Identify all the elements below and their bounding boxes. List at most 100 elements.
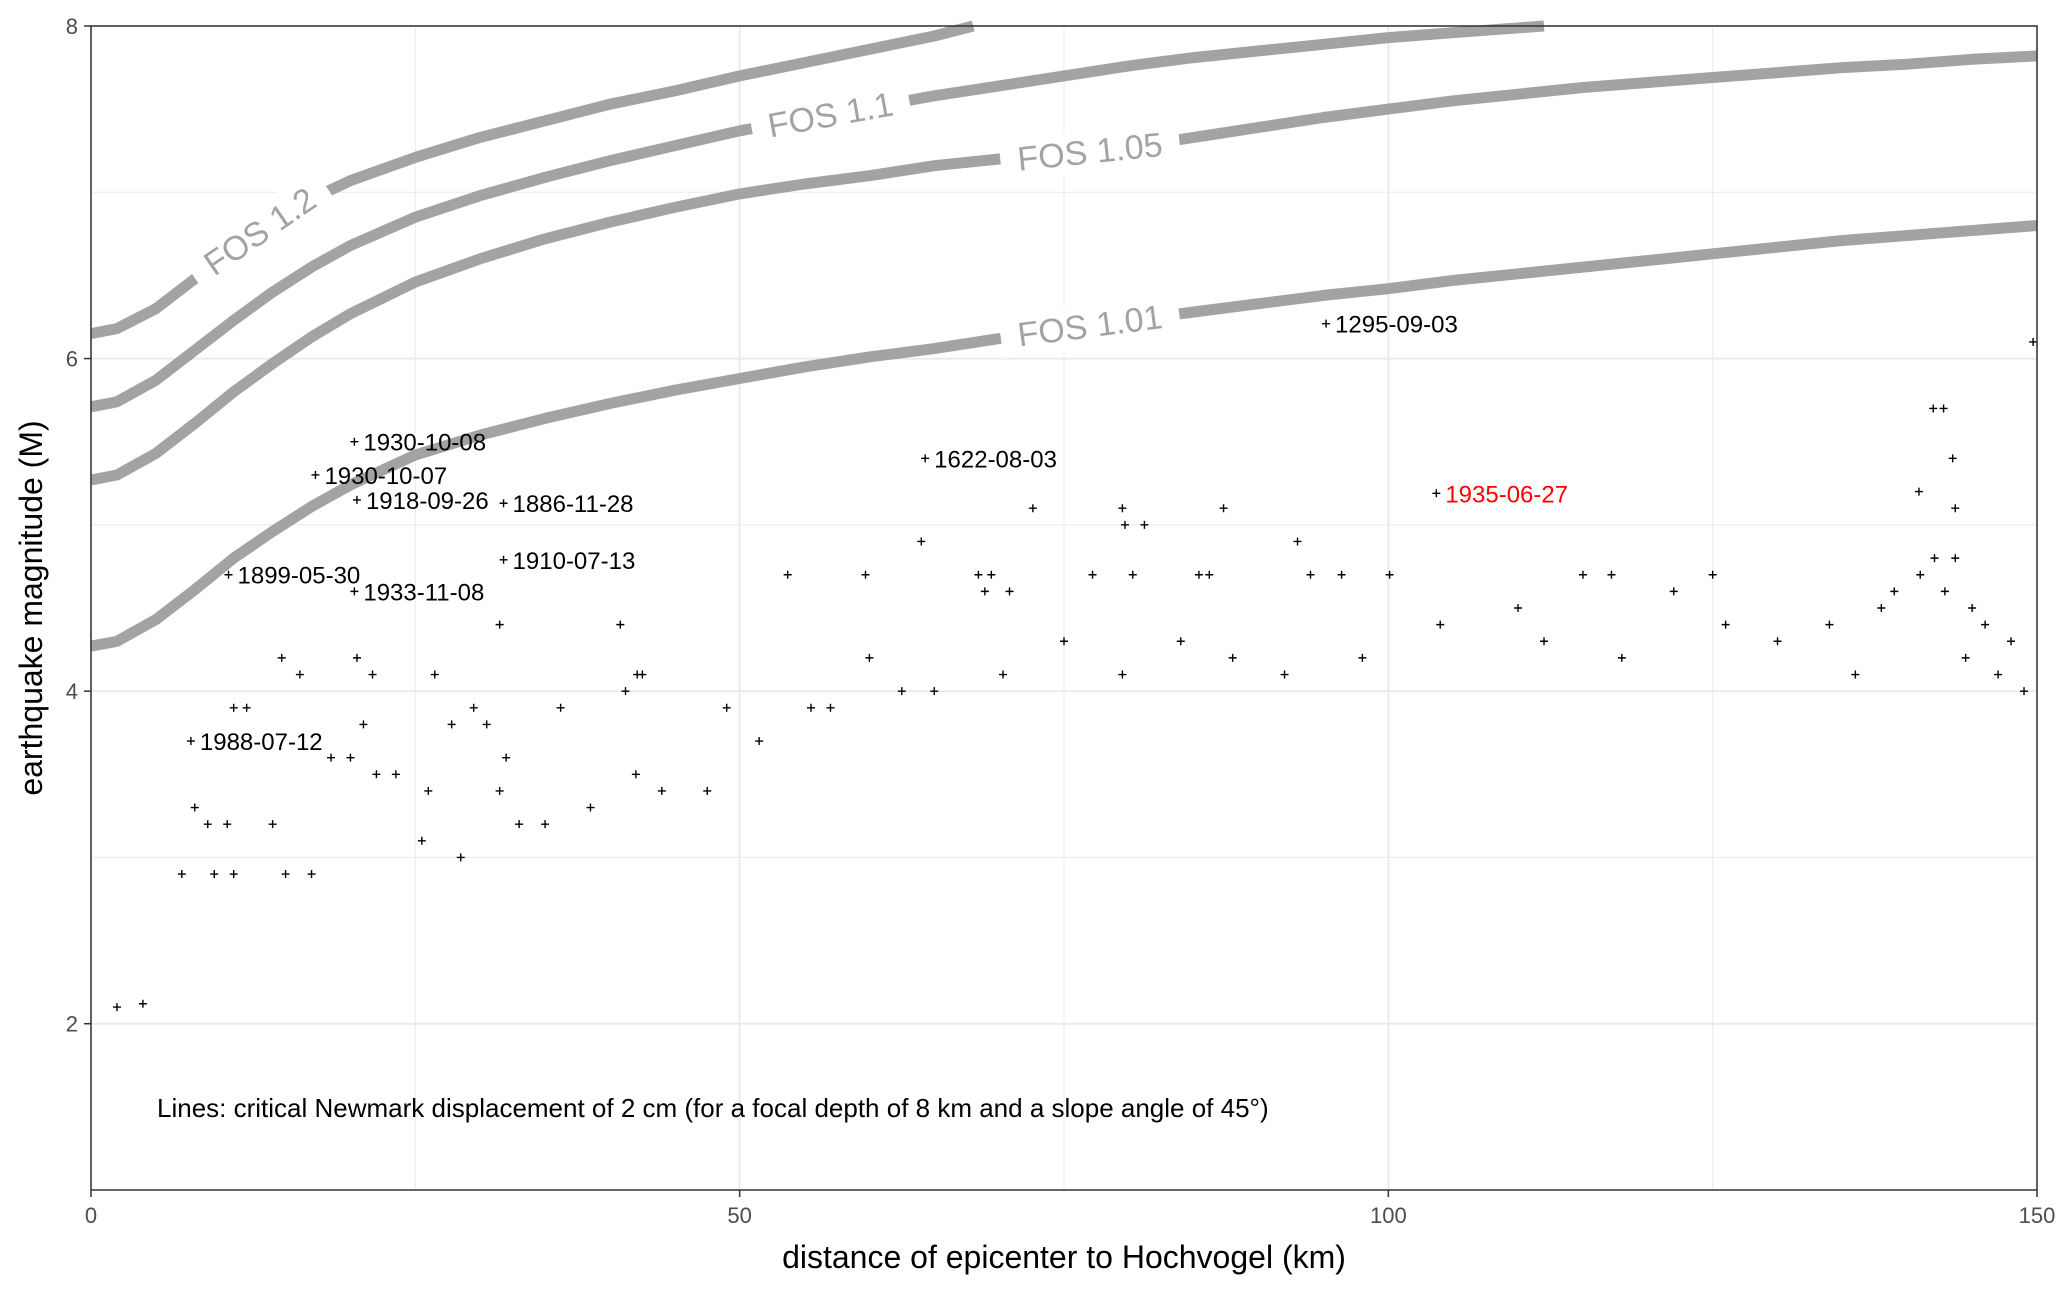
data-point (1607, 570, 1616, 579)
data-point (638, 670, 647, 679)
event-label: 1295-09-03 (1335, 312, 1458, 339)
data-point (1140, 520, 1149, 529)
data-point (1948, 454, 1957, 463)
event-label: 1910-07-13 (513, 548, 636, 575)
data-point (229, 870, 238, 879)
data-point (430, 670, 439, 679)
data-point (755, 737, 764, 746)
data-point (482, 720, 491, 729)
data-point (268, 820, 277, 829)
data-point (1825, 620, 1834, 629)
y-tick-label: 2 (66, 1012, 78, 1037)
y-tick-label: 6 (66, 347, 78, 372)
data-point (1432, 489, 1441, 498)
data-point (1128, 570, 1137, 579)
data-point (921, 454, 930, 463)
data-point (346, 753, 355, 762)
fos-label-background (181, 167, 339, 295)
data-point (2020, 687, 2029, 696)
data-point (281, 870, 290, 879)
data-point (1939, 404, 1948, 413)
data-point (2029, 337, 2038, 346)
event-label: 1899-05-30 (238, 563, 361, 590)
data-point (1028, 504, 1037, 513)
data-point (2007, 637, 2016, 646)
data-point (350, 437, 359, 446)
axes: 0 50 100 150 2 4 6 8 (66, 14, 2056, 1228)
chart-note: Lines: critical Newmark displacement of … (157, 1093, 1269, 1123)
data-point (277, 653, 286, 662)
data-point (1968, 604, 1977, 612)
data-point (930, 687, 939, 696)
event-label: 1886-11-28 (513, 491, 634, 518)
event-label: 1622-08-03 (934, 446, 1057, 473)
data-point (224, 570, 233, 579)
data-point (1961, 653, 1970, 662)
data-point (1994, 670, 2003, 679)
data-point (447, 720, 456, 729)
data-point (1916, 570, 1925, 579)
data-point (424, 786, 433, 795)
data-point (1358, 653, 1367, 662)
data-point (631, 770, 640, 779)
data-point (1773, 637, 1782, 646)
data-point (456, 853, 465, 862)
data-point (1120, 520, 1129, 529)
data-point (1708, 570, 1717, 579)
data-point (190, 803, 199, 812)
data-point (1514, 604, 1523, 612)
y-tick-label: 8 (66, 14, 78, 39)
data-point (223, 820, 232, 829)
data-point (861, 570, 870, 579)
data-point (556, 703, 565, 712)
data-point (974, 570, 983, 579)
fos-label-background (997, 292, 1183, 359)
data-point (1118, 504, 1127, 513)
data-point (1877, 604, 1886, 612)
data-point (807, 703, 816, 712)
data-point (897, 687, 906, 696)
x-tick-label: 150 (2019, 1203, 2056, 1228)
data-point (1617, 653, 1626, 662)
data-point (502, 753, 511, 762)
data-point (1322, 319, 1331, 328)
data-point (1088, 570, 1097, 579)
fos-curve (89, 220, 2038, 652)
event-label: 1918-09-26 (366, 488, 489, 515)
data-point (1951, 504, 1960, 513)
fos-curve (89, 50, 2038, 486)
data-point (865, 653, 874, 662)
data-point (826, 703, 835, 712)
data-point (203, 820, 212, 829)
data-point (621, 687, 630, 696)
data-point (980, 587, 989, 596)
data-point (1914, 487, 1923, 496)
data-point (616, 620, 625, 629)
data-point (987, 570, 996, 579)
data-point (703, 786, 712, 795)
data-point (242, 703, 251, 712)
data-point (499, 555, 508, 564)
event-label: 1933-11-08 (363, 579, 484, 606)
data-point (1981, 620, 1990, 629)
data-point (1851, 670, 1860, 679)
y-tick-label: 4 (66, 679, 78, 704)
data-point (469, 703, 478, 712)
data-point (359, 720, 368, 729)
x-axis-title: distance of epicenter to Hochvogel (km) (782, 1239, 1346, 1275)
data-point (1228, 653, 1237, 662)
data-point (1219, 504, 1228, 513)
data-point (229, 703, 238, 712)
event-labels: 1295-09-03 1930-10-08 1622-08-03 1930-10-07… (200, 312, 1568, 756)
data-point (1578, 570, 1587, 579)
x-tick-label: 100 (1370, 1203, 1407, 1228)
data-point (999, 670, 1008, 679)
data-point (1436, 620, 1445, 629)
data-point (138, 999, 147, 1008)
data-point (417, 836, 426, 845)
data-point (1194, 570, 1203, 579)
data-point (350, 587, 359, 596)
data-point (1951, 554, 1960, 563)
data-point (1205, 570, 1214, 579)
